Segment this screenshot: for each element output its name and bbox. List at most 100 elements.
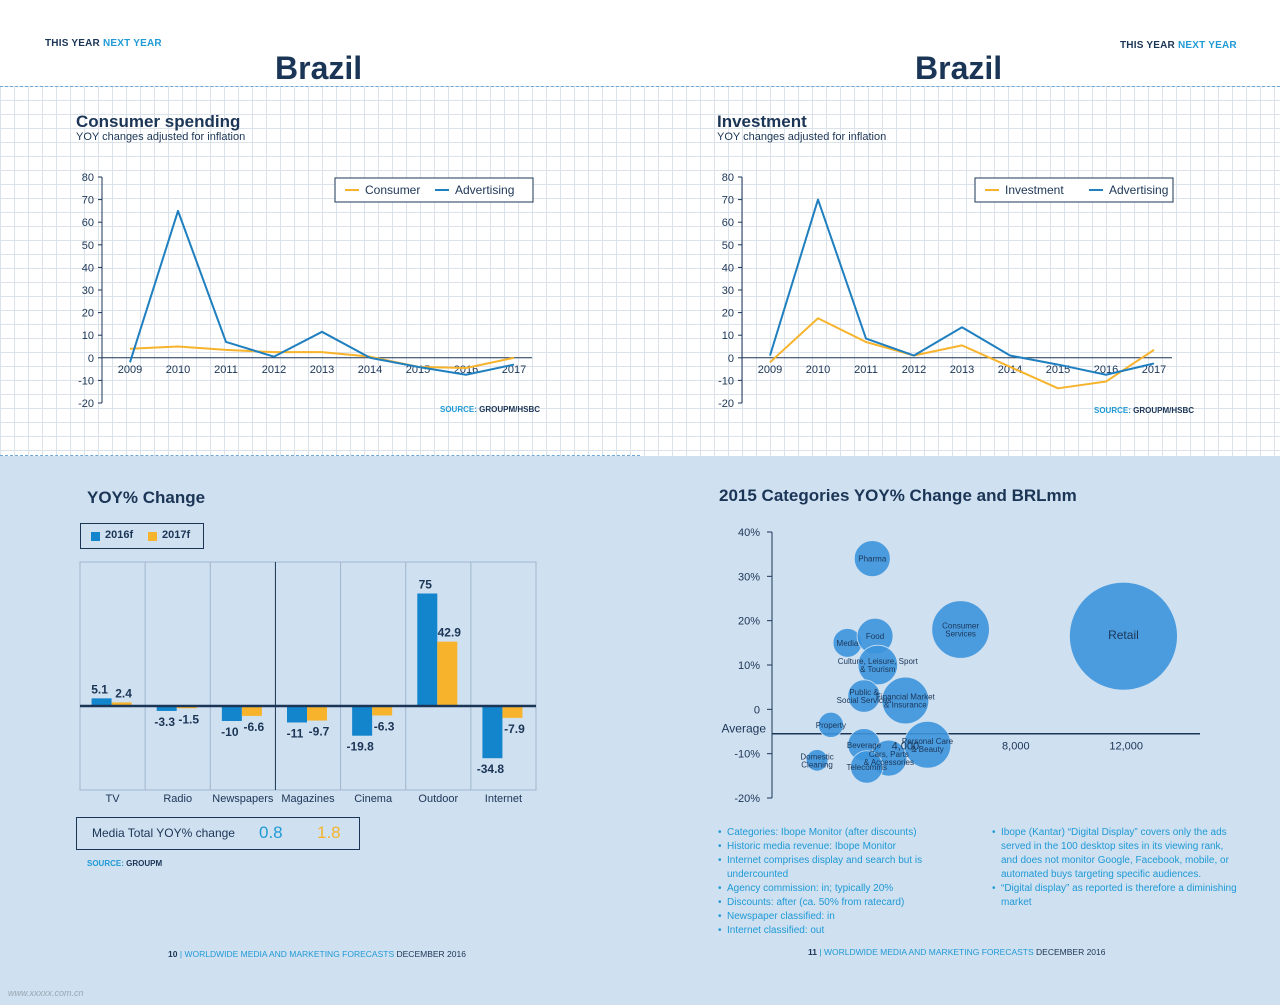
bar-data-label: -6.6	[244, 720, 265, 734]
legend-box	[974, 177, 1174, 203]
y-tick-label: 50	[82, 240, 94, 252]
note-item: Agency commission: in; typically 20%	[718, 882, 968, 896]
x-tick-label: 2013	[310, 364, 334, 376]
x-tick-label: 2014	[998, 364, 1022, 376]
bar-2017f-newspapers	[241, 706, 262, 716]
y-tick-label: 0	[728, 353, 734, 365]
x-tick-label: 2009	[758, 364, 782, 376]
legend-label-2016: 2016f	[105, 529, 134, 541]
bar-2016f-radio	[156, 706, 177, 711]
bar-2017f-outdoor	[437, 641, 458, 706]
y-tick-label: 20%	[738, 616, 760, 628]
year-tag: THIS YEAR NEXT YEAR	[45, 38, 162, 49]
bar-data-label: -19.8	[346, 740, 374, 754]
bubble-label: Services	[945, 630, 976, 639]
x-tick-label: 2010	[806, 364, 830, 376]
year-tag: THIS YEAR NEXT YEAR	[1120, 40, 1237, 51]
this-year-label: THIS YEAR	[45, 38, 100, 49]
y-tick-label: 60	[82, 217, 94, 229]
y-tick-label: 70	[722, 195, 734, 207]
category-label: TV	[106, 793, 121, 805]
bar-data-label: -6.3	[374, 719, 395, 733]
notes-left: Categories: Ibope Monitor (after discoun…	[718, 826, 968, 938]
bar-2016f-outdoor	[417, 593, 438, 706]
legend-label: Advertising	[455, 183, 514, 197]
bubble-label: Financial Market	[876, 692, 935, 701]
bubble-label: Social Services	[837, 696, 892, 705]
y-tick-label: 40	[722, 262, 734, 274]
bubble-label: Retail	[1108, 628, 1139, 642]
note-item: Categories: Ibope Monitor (after discoun…	[718, 826, 968, 840]
bubble-label: & Beauty	[911, 745, 943, 754]
note-item: Internet comprises display and search bu…	[718, 854, 968, 882]
chart-subtitle: YOY changes adjusted for inflation	[76, 131, 246, 143]
legend-swatch-2016	[91, 532, 100, 541]
bar-data-label: -9.7	[309, 725, 330, 739]
y-tick-label: -10	[78, 375, 94, 387]
y-tick-label: 40%	[738, 527, 760, 539]
note-item: Internet classified: out	[718, 924, 968, 938]
y-tick-label: -10	[718, 375, 734, 387]
page-footer: 11 | WORLDWIDE MEDIA AND MARKETING FOREC…	[808, 947, 1106, 957]
bar-data-label: -11	[287, 727, 304, 741]
x-tick-label: 2012	[902, 364, 926, 376]
bubble-public-social-services	[847, 679, 881, 713]
note-item: Discounts: after (ca. 50% from ratecard)	[718, 896, 968, 910]
series-line-investment	[769, 317, 1155, 390]
bar-2017f-magazines	[307, 706, 327, 721]
y-tick-label: 10%	[738, 660, 760, 672]
chart-title: Consumer spending	[76, 112, 241, 131]
grid-background	[0, 86, 1280, 456]
bubble-pharma	[853, 540, 891, 577]
y-tick-label: 30	[722, 285, 734, 297]
legend-label: Advertising	[1109, 183, 1168, 197]
media-total-2016: 0.8	[259, 823, 283, 842]
category-label: Newspapers	[212, 793, 274, 805]
x-tick-label: 2010	[166, 364, 190, 376]
x-tick-label: 2017	[1142, 364, 1166, 376]
note-item: “Digital display” as reported is therefo…	[992, 882, 1242, 910]
y-tick-label: 40	[82, 262, 94, 274]
y-tick-label: 60	[722, 217, 734, 229]
bar-data-label: 42.9	[438, 626, 462, 640]
bubble-label: Beverage	[847, 741, 882, 750]
y-tick-label: 80	[722, 172, 734, 184]
categories-bubble-chart: 40% 30% 20% 10% 0 -10% -20% Average Pharma Media F…	[722, 527, 1200, 805]
x-tick-label: 2014	[358, 364, 382, 376]
bubble-label: Consumer	[942, 622, 979, 631]
bubble-label: & Tourism	[860, 665, 896, 674]
series-line-advertising	[769, 198, 1155, 376]
chart-title: YOY% Change	[87, 488, 206, 507]
next-year-label: NEXT YEAR	[1177, 40, 1237, 51]
y-tick-label: -20%	[734, 793, 760, 805]
page-footer: 10 | WORLDWIDE MEDIA AND MARKETING FOREC…	[168, 949, 466, 959]
y-tick-label: 80	[82, 172, 94, 184]
y-tick-label: 0	[754, 704, 760, 716]
note-item: Historic media revenue: Ibope Monitor	[718, 840, 968, 854]
category-label: Radio	[163, 793, 192, 805]
bubble-domestic-cleaning	[805, 749, 829, 772]
legend-swatch-2017	[148, 532, 157, 541]
bubble-label: Public &	[849, 688, 879, 697]
chart-title: Investment	[717, 112, 807, 131]
bubble-label: Property	[816, 721, 846, 730]
bubble-label: Cleaning	[801, 760, 833, 769]
average-label: Average	[722, 722, 767, 736]
bar-data-label: 75	[419, 578, 433, 592]
bubble-label: Culture, Leisure, Sport	[838, 657, 919, 666]
series-line-consumer	[129, 345, 515, 369]
category-label: Internet	[485, 793, 522, 805]
y-tick-label: 50	[722, 240, 734, 252]
bubble-label: & Insurance	[884, 700, 927, 709]
y-tick-label: -20	[718, 398, 734, 410]
mid-dashed-divider	[0, 455, 640, 456]
y-tick-label: -20	[78, 398, 94, 410]
x-tick-label: 2012	[262, 364, 286, 376]
bar-data-label: 2.4	[115, 686, 132, 700]
x-tick-label: 2011	[854, 364, 878, 376]
bubble-label: Domestic	[800, 752, 833, 761]
bubble-property	[817, 711, 844, 738]
bar-2016f-internet	[482, 706, 503, 759]
